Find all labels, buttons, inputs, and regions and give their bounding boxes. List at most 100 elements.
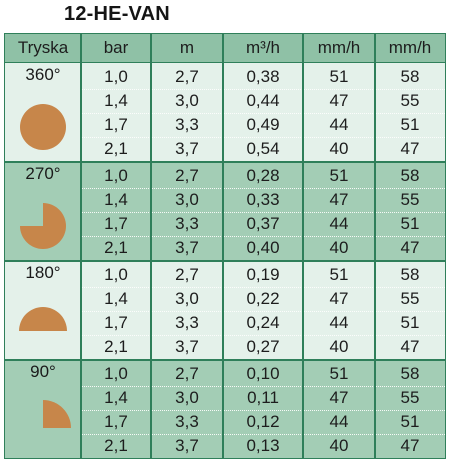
header-pressure: bar (103, 38, 129, 57)
table-row: 1,4 3,0 0,33 47 55 (81, 188, 445, 212)
radius-cell: 3,3 (175, 214, 199, 233)
precip-square-cell: 51 (329, 265, 349, 284)
column-divider (222, 34, 224, 458)
precip-square-cell: 47 (329, 289, 349, 308)
pressure-cell: 1,7 (104, 313, 128, 332)
row-divider (81, 236, 445, 237)
quarter-circle-icon (41, 398, 73, 435)
pressure-cell: 1,0 (104, 166, 128, 185)
precip-square-cell: 44 (329, 115, 349, 134)
precip-square-cell: 51 (329, 364, 349, 383)
group-divider (5, 161, 445, 163)
precip-square-cell: 51 (329, 67, 349, 86)
radius-cell: 3,7 (175, 436, 199, 455)
nozzle-performance-table: Tryska bar m m³/h mm/h mm/h 360° 1,0 2,7 0,… (4, 33, 446, 459)
header-flow: m³/h (246, 38, 280, 57)
flow-cell: 0,27 (246, 337, 280, 356)
table-row: 1,4 3,0 0,44 47 55 (81, 89, 445, 113)
precip-triangle-cell: 58 (400, 364, 420, 383)
pressure-cell: 1,7 (104, 412, 128, 431)
table-row: 2,1 3,7 0,54 40 47 (81, 137, 445, 161)
radius-cell: 3,7 (175, 337, 199, 356)
pressure-cell: 1,0 (104, 265, 128, 284)
flow-cell: 0,24 (246, 313, 280, 332)
radius-cell: 3,0 (175, 91, 199, 110)
nozzle-angle-label: 90° (30, 362, 56, 381)
radius-cell: 2,7 (175, 364, 199, 383)
precip-square-cell: 47 (329, 190, 349, 209)
precip-triangle-cell: 51 (400, 214, 420, 233)
radius-cell: 3,7 (175, 139, 199, 158)
pressure-cell: 1,0 (104, 67, 128, 86)
table-row: 2,1 3,7 0,40 40 47 (81, 236, 445, 260)
precip-square-cell: 40 (329, 337, 349, 356)
precip-square-cell: 47 (329, 91, 349, 110)
pressure-cell: 1,4 (104, 388, 128, 407)
nozzle-group: 360° 1,0 2,7 0,38 51 58 1,4 3,0 0,44 47 55 1,7 3,3 0,… (5, 63, 445, 162)
precip-triangle-cell: 58 (400, 67, 420, 86)
row-divider (81, 137, 445, 138)
precip-square-cell: 44 (329, 214, 349, 233)
table-header: Tryska bar m m³/h mm/h mm/h (5, 34, 445, 63)
precip-triangle-cell: 47 (400, 139, 420, 158)
pressure-cell: 1,4 (104, 190, 128, 209)
precip-triangle-cell: 51 (400, 313, 420, 332)
column-divider (302, 34, 304, 458)
precip-square-cell: 40 (329, 139, 349, 158)
precip-triangle-cell: 51 (400, 412, 420, 431)
pressure-cell: 1,4 (104, 289, 128, 308)
three-quarter-circle-icon (19, 202, 67, 255)
table-row: 1,0 2,7 0,28 51 58 (81, 164, 445, 188)
flow-cell: 0,33 (246, 190, 280, 209)
precip-square-cell: 44 (329, 313, 349, 332)
table-row: 1,4 3,0 0,22 47 55 (81, 287, 445, 311)
column-divider (374, 34, 376, 458)
header-precip-square: mm/h (317, 38, 361, 57)
flow-cell: 0,19 (246, 265, 280, 284)
precip-square-cell: 40 (329, 436, 349, 455)
pressure-cell: 2,1 (104, 337, 128, 356)
precip-triangle-cell: 51 (400, 115, 420, 134)
flow-cell: 0,12 (246, 412, 280, 431)
flow-cell: 0,28 (246, 166, 280, 185)
row-divider (81, 311, 445, 312)
precip-triangle-cell: 58 (400, 265, 420, 284)
row-divider (81, 188, 445, 189)
table-row: 1,7 3,3 0,49 44 51 (81, 113, 445, 137)
pressure-cell: 2,1 (104, 238, 128, 257)
radius-cell: 3,0 (175, 388, 199, 407)
pressure-cell: 2,1 (104, 436, 128, 455)
table-row: 2,1 3,7 0,13 40 47 (81, 434, 445, 458)
precip-triangle-cell: 47 (400, 337, 420, 356)
table-row: 1,0 2,7 0,10 51 58 (81, 362, 445, 386)
precip-square-cell: 44 (329, 412, 349, 431)
table-row: 1,7 3,3 0,37 44 51 (81, 212, 445, 236)
radius-cell: 3,3 (175, 115, 199, 134)
half-circle-icon (18, 305, 68, 338)
nozzle-angle-label: 360° (25, 65, 61, 84)
table-row: 1,0 2,7 0,19 51 58 (81, 263, 445, 287)
full-circle-icon (19, 103, 67, 156)
radius-cell: 2,7 (175, 166, 199, 185)
nozzle-angle-label: 180° (25, 263, 61, 282)
radius-cell: 3,3 (175, 412, 199, 431)
table-title: 12-HE-VAN (64, 3, 170, 25)
flow-cell: 0,54 (246, 139, 280, 158)
pressure-cell: 2,1 (104, 139, 128, 158)
nozzle-group: 270° 1,0 2,7 0,28 51 58 1,4 3,0 0,33 47 55 1,7 3,3 0,… (5, 162, 445, 261)
precip-triangle-cell: 47 (400, 238, 420, 257)
table-row: 1,0 2,7 0,38 51 58 (81, 65, 445, 89)
radius-cell: 3,0 (175, 190, 199, 209)
radius-cell: 2,7 (175, 67, 199, 86)
group-divider (5, 260, 445, 262)
flow-cell: 0,13 (246, 436, 280, 455)
flow-cell: 0,22 (246, 289, 280, 308)
column-divider (80, 34, 82, 458)
flow-cell: 0,40 (246, 238, 280, 257)
row-divider (81, 287, 445, 288)
precip-triangle-cell: 47 (400, 436, 420, 455)
pressure-cell: 1,7 (104, 115, 128, 134)
precip-triangle-cell: 55 (400, 388, 420, 407)
row-divider (81, 212, 445, 213)
group-divider (5, 359, 445, 361)
